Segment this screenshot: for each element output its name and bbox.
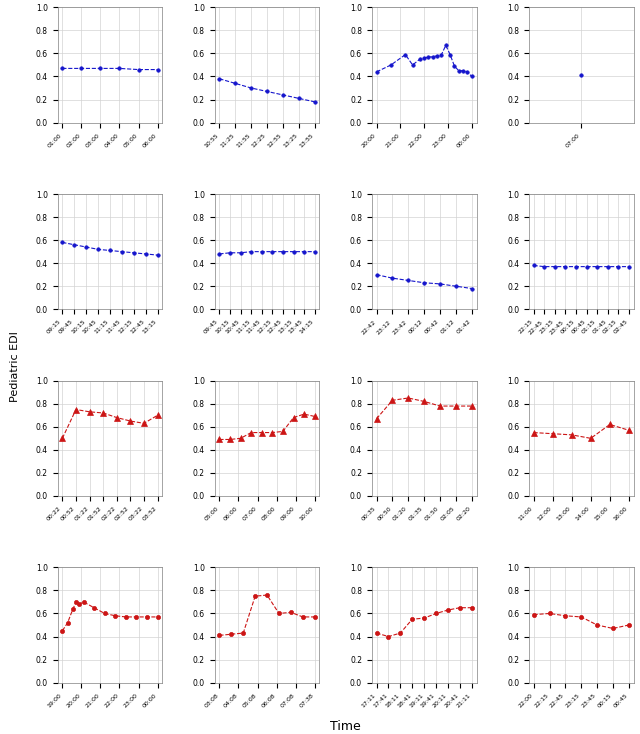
Text: Time: Time	[330, 720, 361, 733]
Text: Pediatric EDI: Pediatric EDI	[10, 332, 20, 402]
